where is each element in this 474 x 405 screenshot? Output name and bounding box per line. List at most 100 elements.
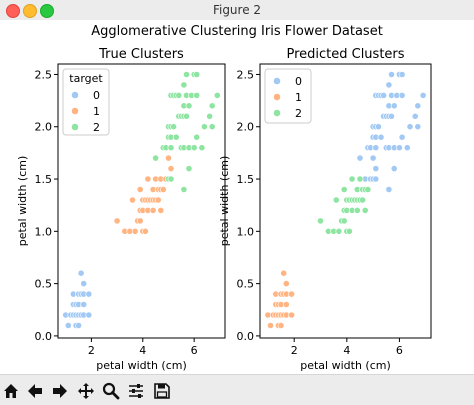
maximize-window-button[interactable]: [40, 4, 54, 18]
configure-subplots-icon[interactable]: [125, 380, 147, 402]
x-axis-label: petal width (cm): [96, 359, 187, 372]
data-point: [206, 112, 213, 120]
save-icon[interactable]: [151, 380, 173, 402]
legend-title: target: [69, 72, 103, 85]
data-point: [414, 123, 422, 131]
data-point: [208, 123, 216, 131]
data-point: [353, 206, 361, 214]
x-axis-label: petal width (cm): [300, 359, 391, 372]
data-point: [193, 71, 201, 78]
y-tick-label: 2.0: [35, 121, 53, 134]
y-tick-label: 1.0: [35, 225, 53, 238]
data-point: [340, 186, 348, 193]
forward-arrow-icon[interactable]: [49, 380, 71, 402]
subplot-true-clusters: True Clusters 2 4 6 0.0 0.5 1.0 1.5 2.0 2.5 petal …: [16, 47, 226, 372]
legend-marker: [71, 107, 79, 115]
data-point: [167, 175, 175, 183]
data-point: [172, 133, 180, 141]
data-point: [403, 144, 411, 152]
data-point: [406, 123, 414, 131]
data-point: [136, 217, 144, 225]
data-point: [80, 301, 88, 308]
data-point: [414, 102, 422, 110]
data-point: [198, 144, 206, 152]
data-point: [345, 227, 353, 235]
figure-svg: Agglomerative Clustering Iris Flower Dat…: [16, 24, 432, 372]
data-point: [159, 186, 167, 193]
y-tick-label: 2.5: [237, 68, 255, 81]
data-point: [200, 123, 208, 131]
data-point: [288, 311, 295, 319]
y-axis-label: petal width (cm): [16, 156, 29, 247]
series-2: [317, 175, 372, 235]
data-point: [340, 217, 348, 225]
data-point: [288, 290, 295, 298]
y-tick-label: 1.5: [35, 173, 53, 186]
home-icon[interactable]: [0, 380, 22, 402]
window-titlebar: Figure 2: [0, 0, 474, 21]
legend-marker: [273, 93, 281, 101]
data-point: [369, 154, 377, 162]
series-2: [152, 71, 221, 193]
data-point: [183, 112, 190, 120]
y-tick-label: 1.5: [237, 173, 255, 186]
window-title: Figure 2: [212, 3, 262, 17]
data-point: [280, 269, 288, 277]
data-point: [388, 71, 395, 78]
x-tick-label: 2: [88, 344, 95, 357]
data-point: [385, 186, 393, 193]
back-arrow-icon[interactable]: [24, 380, 46, 402]
data-point: [180, 186, 188, 193]
series-0: [62, 269, 93, 329]
y-tick-label: 0.0: [237, 330, 255, 343]
data-point: [136, 186, 144, 193]
legend-box: [264, 68, 312, 124]
legend-label: 2: [295, 107, 302, 120]
data-point: [167, 144, 175, 152]
figure-canvas: Agglomerative Clustering Iris Flower Dat…: [0, 20, 474, 374]
data-point: [398, 133, 406, 141]
close-window-button[interactable]: [6, 4, 20, 18]
data-point: [398, 71, 406, 78]
data-point: [85, 311, 93, 319]
data-point: [332, 196, 340, 204]
data-point: [213, 92, 221, 99]
data-point: [129, 196, 136, 204]
data-point: [154, 196, 162, 204]
data-point: [317, 217, 324, 225]
data-point: [167, 165, 175, 172]
data-point: [359, 196, 366, 204]
x-tick-label: 4: [139, 344, 146, 357]
data-point: [193, 92, 201, 99]
y-tick-label: 0.5: [237, 278, 255, 291]
y-tick-label: 0.5: [35, 278, 53, 291]
legend-label: 0: [93, 89, 100, 102]
data-point: [149, 206, 157, 214]
minimize-window-button[interactable]: [23, 4, 37, 18]
data-point: [282, 301, 290, 308]
x-tick-label: 6: [396, 344, 403, 357]
data-point: [193, 133, 201, 141]
legend-marker: [273, 109, 281, 117]
data-point: [372, 165, 380, 172]
data-point: [152, 154, 159, 162]
data-point: [377, 133, 385, 141]
y-tick-label: 2.5: [35, 68, 53, 81]
data-point: [388, 112, 395, 120]
data-point: [180, 81, 188, 89]
data-point: [374, 123, 382, 131]
data-point: [419, 92, 427, 99]
legend-label: 1: [295, 91, 302, 104]
legend-marker: [71, 123, 79, 131]
data-point: [77, 269, 85, 277]
pan-icon[interactable]: [75, 380, 97, 402]
data-point: [356, 175, 364, 183]
y-tick-label: 2.0: [237, 121, 255, 134]
figure-suptitle: Agglomerative Clustering Iris Flower Dat…: [91, 24, 383, 39]
data-point: [208, 102, 216, 110]
data-point: [165, 154, 172, 162]
y-tick-label: 1.0: [237, 225, 255, 238]
legend: target 0 1 2: [62, 68, 110, 136]
zoom-icon[interactable]: [100, 380, 122, 402]
data-point: [390, 165, 398, 172]
